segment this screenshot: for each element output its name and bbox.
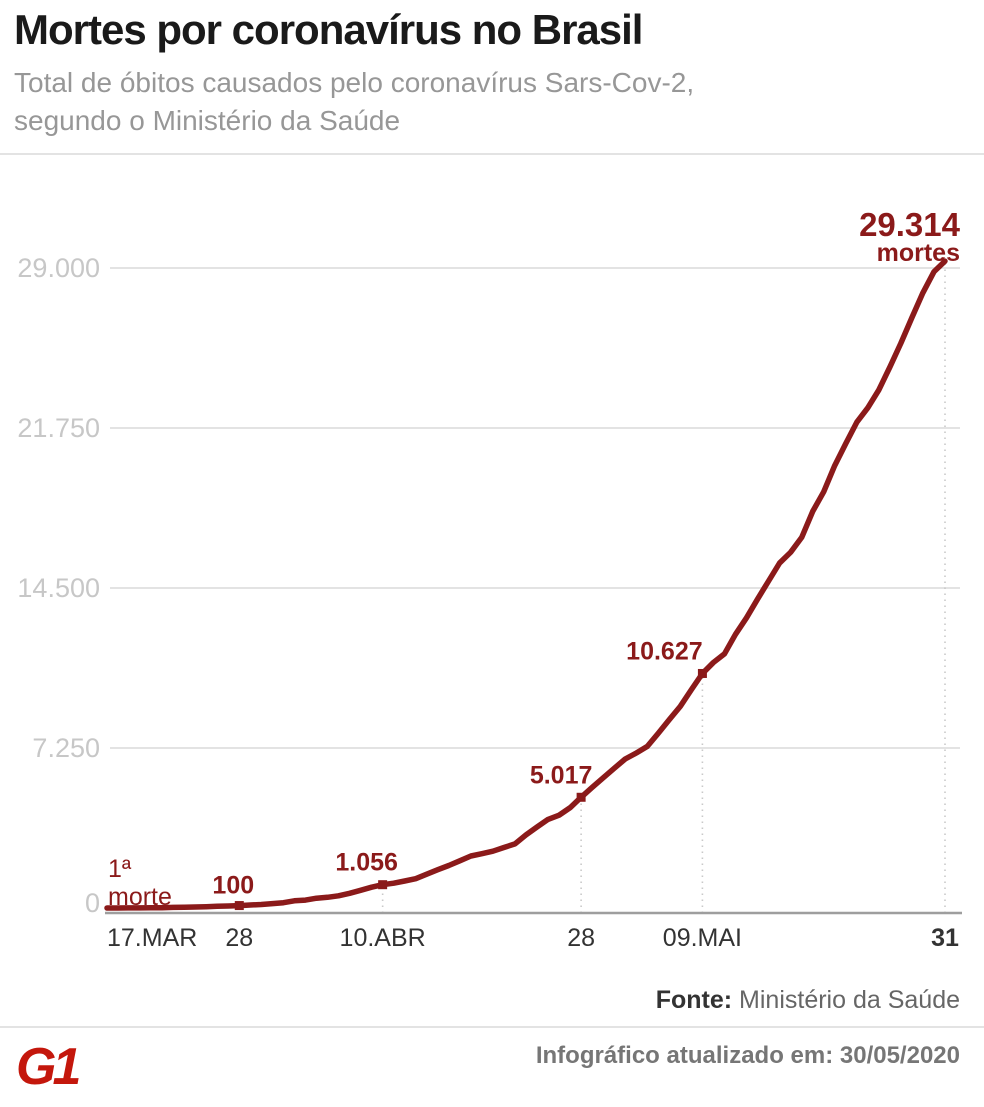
final-total-unit-label: mortes <box>877 239 960 267</box>
milestone-value-label: 100 <box>212 872 254 900</box>
milestone-marker <box>378 880 388 890</box>
deaths-curve <box>104 258 948 911</box>
y-axis-tick-label: 29.000 <box>17 253 100 283</box>
g1-logo: G1 <box>16 1038 83 1094</box>
first-death-label-line1: 1ª <box>108 855 132 883</box>
page-subtitle: Total de óbitos causados pelo coronavíru… <box>14 64 914 140</box>
first-death-label-line2: morte <box>108 883 172 911</box>
source-line: Fonte: Ministério da Saúde <box>656 986 960 1015</box>
subtitle-line-2: segundo o Ministério da Saúde <box>14 105 401 136</box>
milestone-marker <box>234 901 244 911</box>
y-axis-tick-label: 14.500 <box>17 573 100 603</box>
y-axis-tick-label: 0 <box>85 888 100 918</box>
footer-divider <box>0 1026 984 1028</box>
header-divider <box>0 153 984 155</box>
x-axis-tick-label: 17.MAR <box>107 924 197 952</box>
milestone-marker <box>697 668 707 678</box>
y-axis-tick-label: 21.750 <box>17 413 100 443</box>
milestone-marker <box>576 792 586 802</box>
x-axis-tick-label: 09.MAI <box>663 924 742 952</box>
x-axis-tick-label: 28 <box>225 924 253 952</box>
source-value: Ministério da Saúde <box>732 986 960 1014</box>
x-axis-tick-label: 10.ABR <box>340 924 426 952</box>
x-axis-tick-label: 28 <box>567 924 595 952</box>
updated-line: Infográfico atualizado em: 30/05/2020 <box>535 1042 960 1069</box>
subtitle-line-1: Total de óbitos causados pelo coronavíru… <box>14 67 695 98</box>
y-axis-tick-label: 7.250 <box>32 733 100 763</box>
milestone-value-label: 5.017 <box>530 761 593 789</box>
page-title: Mortes por coronavírus no Brasil <box>14 6 643 53</box>
g1-logo-text: G1 <box>16 1038 79 1094</box>
source-label: Fonte: <box>655 986 733 1014</box>
x-axis-tick-label: 31 <box>931 924 959 952</box>
milestone-value-label: 1.056 <box>335 849 398 877</box>
milestone-value-label: 10.627 <box>626 637 702 665</box>
final-total-label: 29.314 <box>859 206 961 243</box>
